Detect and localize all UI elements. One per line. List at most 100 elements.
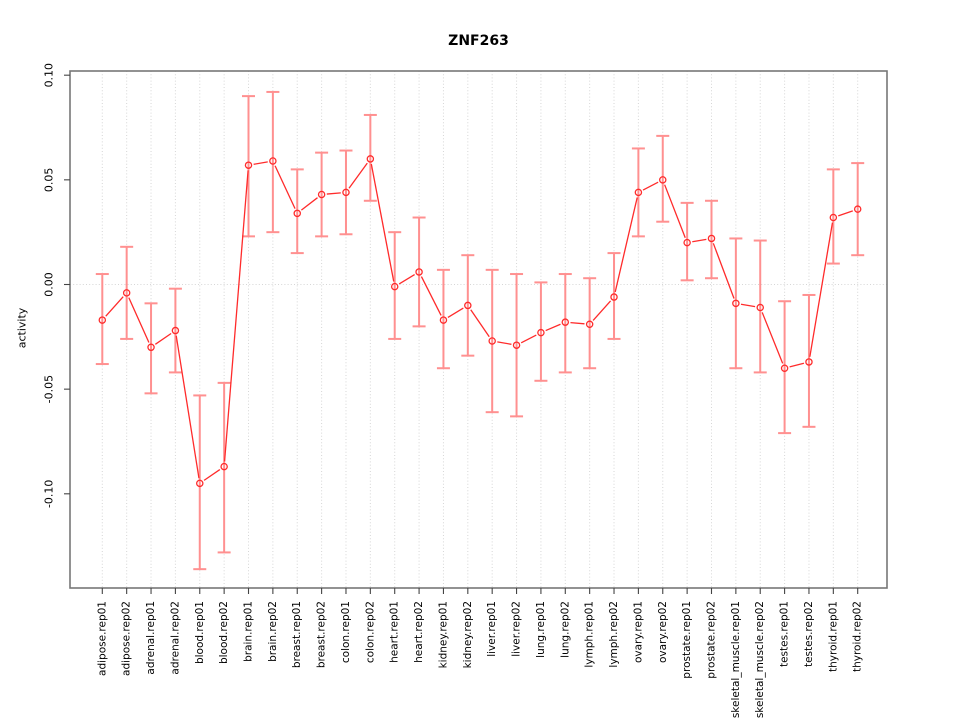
series-line-segment: [175, 335, 200, 479]
series-line-segment: [809, 222, 834, 357]
x-tick-label: kidney.rep02: [462, 601, 474, 668]
data-point: [196, 479, 204, 488]
data-point: [634, 188, 643, 197]
data-point: [147, 343, 155, 352]
data-point: [390, 282, 399, 291]
x-tick-label: lung.rep02: [559, 601, 571, 658]
series-line-segment: [761, 312, 784, 364]
series-line-segment: [154, 332, 172, 345]
series-line-segment: [223, 170, 249, 462]
x-tick-label: ovary.rep01: [632, 601, 644, 663]
series-line-segment: [497, 341, 512, 345]
series-line-segment: [520, 334, 537, 344]
x-tick-label: adrenal.rep02: [169, 601, 181, 675]
x-tick-label: breast.rep01: [291, 601, 303, 668]
series-line-segment: [370, 163, 395, 282]
series-line-segment: [592, 300, 612, 321]
x-tick-label: colon.rep02: [364, 601, 376, 663]
series-line-segment: [545, 323, 561, 332]
series-line-segment: [326, 192, 341, 195]
x-tick-label: blood.rep01: [194, 601, 206, 664]
data-point: [122, 289, 131, 297]
series-line-segment: [614, 197, 638, 293]
x-tick-label: blood.rep02: [218, 601, 230, 664]
series-line-segment: [128, 297, 150, 343]
data-point: [732, 299, 740, 308]
x-tick-label: prostate.rep01: [681, 601, 693, 679]
series-line-segment: [300, 197, 318, 211]
x-tick-label: adrenal.rep01: [145, 601, 157, 675]
x-tick-label: thyroid.rep01: [827, 601, 839, 672]
data-point: [805, 358, 813, 366]
chart-title: ZNF263: [448, 33, 509, 49]
x-tick-label: lymph.rep01: [584, 601, 596, 668]
x-tick-label: colon.rep01: [340, 601, 352, 663]
x-tick-label: ovary.rep02: [657, 601, 669, 663]
x-tick-label: heart.rep02: [413, 601, 425, 663]
data-point: [537, 328, 545, 337]
y-tick-label: 0.05: [43, 168, 56, 193]
data-point: [220, 462, 228, 471]
data-point: [585, 320, 594, 329]
series-line-segment: [789, 362, 805, 368]
x-tick-label: heart.rep01: [389, 601, 401, 663]
x-tick-label: adipose.rep02: [121, 601, 133, 676]
data-point: [342, 188, 350, 197]
data-point: [683, 238, 691, 247]
data-point: [171, 326, 180, 335]
data-point: [464, 301, 472, 310]
series-line-segment: [398, 274, 415, 285]
x-tick-label: brain.rep01: [243, 601, 255, 662]
series-line-segment: [274, 165, 296, 209]
x-tick-label: kidney.rep01: [437, 601, 449, 668]
data-point: [780, 364, 789, 372]
data-point: [829, 213, 838, 222]
y-tick-label: 0.00: [43, 272, 56, 297]
series-line-segment: [470, 309, 490, 338]
y-tick-label: 0.10: [43, 63, 56, 88]
series-line-segment: [203, 469, 221, 481]
series-line-segment: [570, 321, 585, 325]
series-line-segment: [664, 184, 686, 239]
data-point: [853, 205, 862, 213]
x-tick-label: breast.rep02: [316, 601, 328, 668]
data-point: [488, 337, 496, 345]
x-tick-label: testes.rep01: [779, 601, 791, 667]
series-line-segment: [740, 303, 756, 308]
data-point: [269, 157, 277, 165]
x-tick-label: skeletal_muscle.rep02: [754, 601, 766, 718]
x-tick-label: brain.rep02: [267, 601, 279, 662]
y-tick-label: -0.10: [43, 480, 56, 508]
data-point: [244, 161, 253, 169]
data-point: [659, 176, 667, 184]
series-line-segment: [642, 181, 659, 191]
data-point: [707, 234, 716, 243]
series-line-segment: [712, 243, 735, 299]
data-point: [561, 318, 570, 326]
x-tick-label: thyroid.rep02: [852, 601, 864, 672]
x-tick-label: testes.rep02: [803, 601, 815, 667]
x-tick-label: lung.rep01: [535, 601, 547, 658]
x-tick-label: liver.rep02: [511, 601, 523, 657]
x-tick-label: prostate.rep02: [705, 601, 717, 679]
x-tick-label: skeletal_muscle.rep01: [730, 601, 742, 718]
data-point: [293, 209, 301, 218]
series-line-segment: [692, 238, 707, 243]
data-point: [610, 293, 618, 301]
y-tick-label: -0.05: [43, 375, 56, 403]
data-point: [317, 190, 326, 199]
series-line-segment: [447, 307, 464, 318]
series-line-segment: [420, 276, 442, 316]
series-line-segment: [838, 210, 853, 217]
series-line-segment: [105, 296, 124, 317]
plot-border: [69, 70, 888, 589]
series-line-segment: [253, 161, 268, 165]
x-tick-label: lymph.rep02: [608, 601, 620, 668]
x-tick-label: liver.rep01: [486, 601, 498, 657]
data-point: [512, 341, 521, 349]
data-point: [415, 268, 423, 276]
data-point: [366, 155, 375, 163]
x-tick-label: adipose.rep01: [96, 601, 108, 676]
